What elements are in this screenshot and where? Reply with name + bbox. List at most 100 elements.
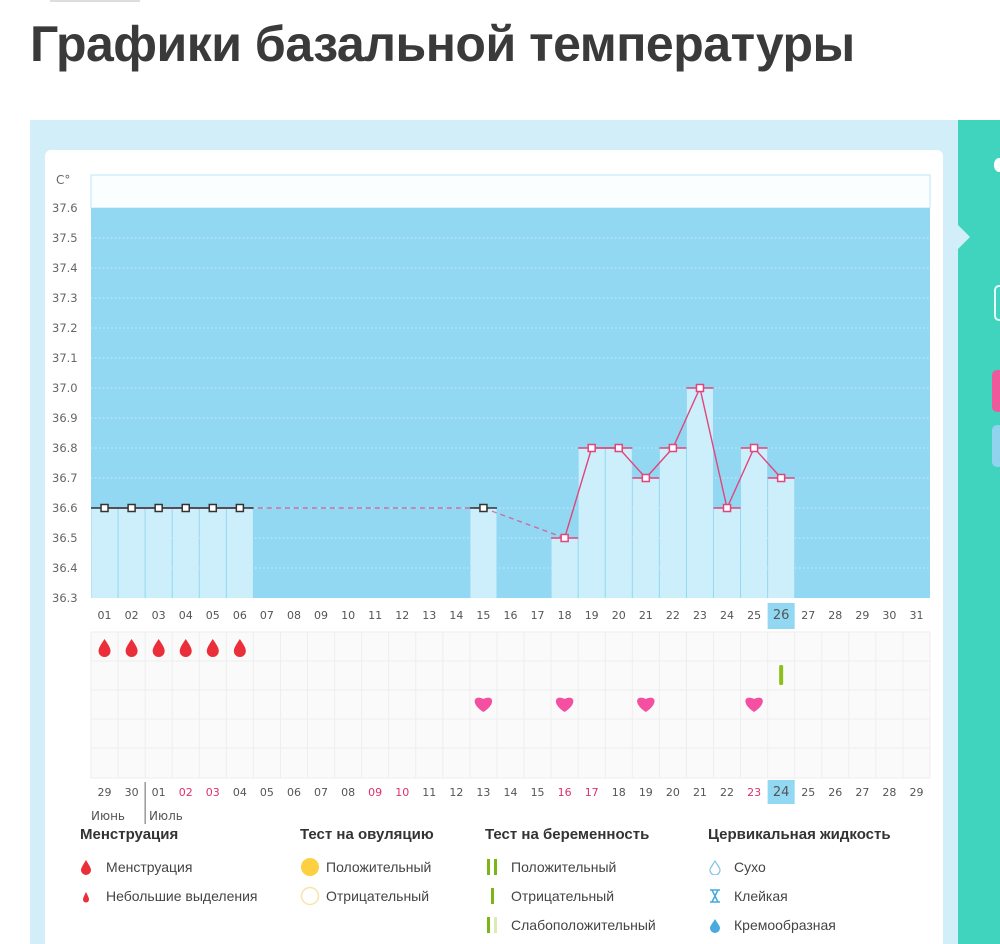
calendar-date-label: 07 — [314, 786, 329, 799]
y-tick-label: 36.4 — [52, 561, 78, 575]
temperature-point — [100, 503, 109, 513]
temperature-line — [699, 387, 728, 509]
legend-label: Отрицательный — [511, 887, 615, 904]
temperature-bar — [199, 508, 226, 598]
calendar-date-label: 14 — [503, 786, 518, 799]
temperature-bar — [768, 478, 795, 598]
temperature-line — [672, 387, 701, 449]
cycle-day-label: 28 — [828, 609, 843, 622]
cycle-day-label: 14 — [449, 609, 464, 622]
temperature-point — [695, 383, 705, 393]
drop-outline-icon — [708, 859, 734, 875]
cycle-day-label: 30 — [882, 609, 897, 622]
legend-label: Слабоположительный — [511, 916, 656, 933]
panel-pointer-icon — [958, 225, 970, 249]
temperature-point — [722, 503, 732, 513]
month-label-june: Июнь — [91, 809, 125, 823]
temperature-bar — [172, 508, 199, 598]
temperature-point — [127, 503, 136, 513]
temperature-bar — [741, 448, 768, 598]
legend-item: Слабоположительный — [485, 910, 656, 939]
temperature-bar — [632, 478, 659, 598]
calendar-date-label: 19 — [638, 786, 653, 799]
circle-outline-yellow-icon — [300, 886, 326, 906]
cycle-day-label: 22 — [665, 609, 680, 622]
calendar-date-label: 28 — [882, 786, 897, 799]
calendar-date-label: 26 — [828, 786, 843, 799]
legend-menstruation: Менструация Менструация Небольшие выделе… — [80, 826, 258, 910]
calendar-date-label: 04 — [232, 786, 247, 799]
cycle-day-label: 23 — [692, 609, 707, 622]
cycle-day-label: 27 — [801, 609, 816, 622]
calendar-date-label: 11 — [422, 786, 437, 799]
cycle-day-label: 16 — [503, 609, 518, 622]
legend-item: Положительный — [300, 852, 434, 881]
calendar-date-label: 20 — [665, 786, 680, 799]
legend-title: Тест на овуляцию — [300, 826, 434, 843]
calendar-date-label: 18 — [611, 786, 626, 799]
cycle-day-label: 01 — [97, 609, 112, 622]
side-dot — [994, 158, 1000, 172]
temperature-point — [154, 503, 163, 513]
temperature-point — [641, 473, 651, 483]
cycle-day-label: 26 — [772, 608, 790, 623]
y-tick-label: 36.3 — [52, 591, 78, 605]
temperature-bar — [226, 508, 253, 598]
side-panel — [958, 120, 1000, 944]
side-blue-button[interactable] — [992, 425, 1000, 467]
legend-label: Небольшие выделения — [106, 887, 258, 904]
temperature-bar — [91, 508, 118, 598]
cycle-day-label: 17 — [530, 609, 545, 622]
temperature-line — [645, 447, 674, 479]
legend-cervical-fluid: Цервикальная жидкость Сухо Клейкая Кремо… — [708, 826, 891, 939]
temperature-bar — [686, 388, 713, 598]
temperature-point — [479, 503, 488, 513]
legend-item: Сухо — [708, 852, 891, 881]
cycle-day-label: 19 — [584, 609, 599, 622]
calendar-date-label: 27 — [855, 786, 870, 799]
cycle-day-label: 20 — [611, 609, 626, 622]
legend-item: Положительный — [485, 852, 656, 881]
blood-drop-icon — [233, 639, 246, 657]
calendar-date-label: 06 — [286, 786, 301, 799]
y-tick-label: 36.8 — [52, 441, 78, 455]
legend-ovulation-test: Тест на овуляцию Положительный Отрицател… — [300, 826, 434, 910]
dashed-connector — [483, 507, 565, 539]
temperature-bar — [551, 538, 578, 598]
circle-filled-yellow-icon — [300, 857, 326, 877]
legend-item: Кремообразная — [708, 910, 891, 939]
temperature-bar — [578, 448, 605, 598]
calendar-date-label: 21 — [692, 786, 707, 799]
legend-item: Клейкая — [708, 881, 891, 910]
temperature-point — [668, 443, 678, 453]
y-tick-label: 37.2 — [52, 321, 78, 335]
cycle-day-label: 07 — [259, 609, 274, 622]
legend-item: Отрицательный — [485, 881, 656, 910]
temperature-line — [753, 447, 782, 479]
page-title: Графики базальной температуры — [30, 16, 855, 72]
legend-pregnancy-test: Тест на беременность Положительный Отриц… — [485, 826, 656, 939]
temperature-line — [726, 447, 755, 509]
cycle-day-label: 06 — [232, 609, 247, 622]
y-tick-label: 37.5 — [52, 231, 78, 245]
blood-drop-icon — [206, 639, 219, 657]
calendar-date-label: 30 — [124, 786, 139, 799]
legend-label: Сухо — [734, 858, 766, 875]
cycle-day-label: 13 — [422, 609, 437, 622]
calendar-date-label: 15 — [530, 786, 545, 799]
blood-drop-icon — [98, 639, 111, 657]
side-outline-button[interactable] — [994, 285, 1000, 321]
highlighted-date-cell — [767, 780, 795, 804]
blood-drop-icon — [125, 639, 138, 657]
event-grid — [91, 632, 930, 778]
legend-label: Положительный — [511, 858, 617, 875]
temperature-bar — [713, 508, 741, 598]
temperature-bar — [470, 508, 497, 598]
cycle-day-label: 24 — [720, 609, 734, 622]
legend-label: Отрицательный — [326, 887, 430, 904]
side-pink-button[interactable] — [992, 370, 1000, 412]
cycle-day-label: 05 — [205, 609, 220, 622]
cycle-day-label: 21 — [638, 609, 653, 622]
y-tick-label: 36.9 — [52, 411, 78, 425]
calendar-date-label: 17 — [584, 786, 599, 799]
